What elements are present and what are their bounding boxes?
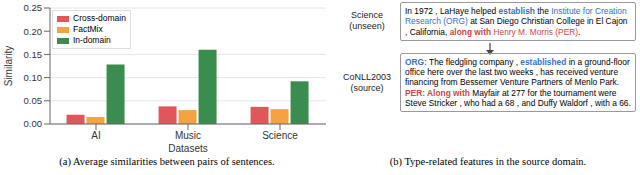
- svg-text:Datasets: Datasets: [168, 143, 207, 152]
- svg-text:AI: AI: [91, 130, 100, 141]
- svg-text:Science: Science: [262, 130, 298, 141]
- html-text:Cross-domain: Cross-domain: [73, 13, 126, 23]
- svg-text:0.20: 0.20: [24, 26, 43, 37]
- svg-text:0.15: 0.15: [24, 49, 43, 60]
- html-text:(a) Average similarities betwe: (a) Average similarities between pairs o…: [59, 156, 275, 167]
- svg-text:0.10: 0.10: [24, 72, 43, 83]
- html-text:PER: Along with Mayfair at 277: PER: Along with Mayfair at 277 for the t…: [405, 87, 631, 109]
- svg-text:Music: Music: [175, 130, 201, 141]
- svg-text:Similarity: Similarity: [8, 46, 14, 87]
- svg-text:0.25: 0.25: [24, 2, 43, 13]
- html-text:In 1972 , LaHaye helped establ: In 1972 , LaHaye helped establish the In…: [405, 6, 628, 37]
- html-text:FactMix: FactMix: [73, 24, 103, 34]
- html-text:In-domain: In-domain: [73, 35, 111, 45]
- svg-text:0.05: 0.05: [24, 95, 43, 106]
- html-text:ORG: The fledgling company , e: ORG: The fledgling company , established…: [405, 56, 630, 88]
- html-text:Science: Science: [351, 10, 383, 21]
- svg-text:0.00: 0.00: [24, 118, 43, 129]
- html-text:(b) Type-related features in t: (b) Type-related features in the source …: [389, 156, 587, 167]
- html-text:CoNLL2003: CoNLL2003: [343, 71, 391, 82]
- html-text:(source): (source): [350, 82, 384, 93]
- html-text:(unseen): (unseen): [349, 21, 385, 32]
